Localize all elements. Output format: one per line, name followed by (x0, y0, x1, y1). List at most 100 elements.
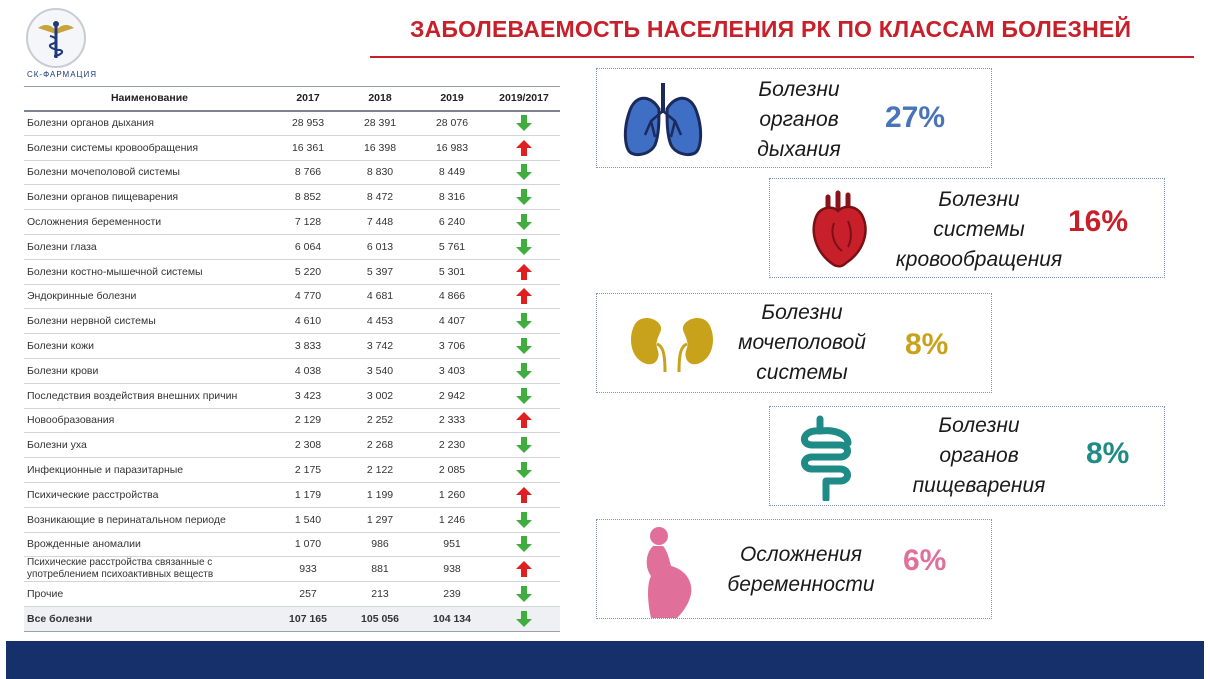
cell-y2019: 8 449 (416, 160, 488, 186)
table-row: Болезни костно-мышечной системы 5 220 5 39… (24, 259, 560, 285)
cell-y2017: 107 165 (272, 606, 344, 632)
cell-y2019: 5 301 (416, 259, 488, 285)
table-row: Болезни мочеполовой системы 8 766 8 830 8 4… (24, 160, 560, 186)
column-header-name: Наименование (24, 86, 272, 112)
arrow-down-icon (516, 362, 532, 379)
arrow-up-icon (516, 263, 532, 280)
card-pregnancy-label: Осложнения беременности (727, 543, 875, 596)
arrow-down-icon (516, 115, 532, 132)
caduceus-icon (38, 21, 74, 58)
card-urogenital-percent: 8% (905, 328, 949, 361)
cell-disease-name: Болезни органов пищеварения (24, 184, 272, 211)
table-body: Болезни органов дыхания 28 953 28 391 28 07… (24, 110, 560, 632)
cell-disease-name: Возникающие в перинатальном периоде (24, 507, 272, 533)
table-row: Болезни нервной системы 4 610 4 453 4 407 (24, 308, 560, 335)
cell-disease-name: Врожденные аномалии (24, 532, 272, 558)
cell-y2018: 8 472 (344, 184, 416, 211)
cell-y2017: 1 179 (272, 482, 344, 508)
cell-y2018: 2 268 (344, 432, 416, 459)
cell-y2019: 2 230 (416, 432, 488, 459)
card-circulatory: Болезни системы кровообращения 16% (769, 178, 1165, 278)
card-pregnancy: Осложнения беременности 6% (596, 519, 992, 619)
table-row: Новообразования 2 129 2 252 2 333 (24, 408, 560, 434)
cell-trend (488, 581, 560, 608)
cell-y2018: 105 056 (344, 606, 416, 632)
cell-y2017: 8 852 (272, 184, 344, 211)
cell-y2019: 5 761 (416, 234, 488, 260)
cell-y2018: 6 013 (344, 234, 416, 260)
cell-disease-name: Осложнения беременности (24, 209, 272, 235)
cell-trend (488, 308, 560, 335)
cell-trend (488, 432, 560, 459)
cell-y2018: 3 002 (344, 383, 416, 409)
table-row: Врожденные аномалии 1 070 986 951 (24, 532, 560, 558)
cell-trend (488, 184, 560, 211)
cell-y2019: 4 866 (416, 284, 488, 310)
column-header-ratio: 2019/2017 (488, 86, 560, 112)
arrow-up-icon (516, 412, 532, 429)
cell-y2017: 3 833 (272, 333, 344, 359)
card-pregnancy-percent: 6% (903, 544, 947, 577)
cell-disease-name: Болезни кожи (24, 333, 272, 359)
cell-y2018: 28 391 (344, 110, 416, 136)
arrow-down-icon (516, 437, 532, 454)
company-logo: СК-ФАРМАЦИЯ (22, 8, 96, 79)
cell-y2019: 239 (416, 581, 488, 608)
footer-bar (6, 641, 1204, 679)
cell-y2017: 2 175 (272, 457, 344, 483)
cell-y2019: 3 403 (416, 358, 488, 384)
cell-disease-name: Эндокринные болезни (24, 284, 272, 310)
intestines-icon (801, 415, 852, 501)
arrow-down-icon (516, 586, 532, 603)
cell-trend (488, 532, 560, 558)
cell-y2018: 1 199 (344, 482, 416, 508)
cell-disease-name: Болезни костно-мышечной системы (24, 259, 272, 285)
cell-y2019: 951 (416, 532, 488, 558)
cell-y2019: 1 260 (416, 482, 488, 508)
card-urogenital: Болезни мочеполовой системы 8% (596, 293, 992, 393)
cell-y2019: 104 134 (416, 606, 488, 632)
cell-trend (488, 457, 560, 483)
table-row: Болезни органов пищеварения 8 852 8 472 8 3… (24, 184, 560, 211)
arrow-down-icon (516, 214, 532, 231)
cell-y2019: 16 983 (416, 135, 488, 161)
table-row: Болезни глаза 6 064 6 013 5 761 (24, 234, 560, 260)
table-row: Последствия воздействия внешних причин 3 … (24, 383, 560, 409)
title-underline (370, 56, 1194, 58)
cell-y2017: 2 129 (272, 408, 344, 434)
arrow-up-icon (516, 561, 532, 578)
cell-y2018: 8 830 (344, 160, 416, 186)
arrow-down-icon (516, 387, 532, 404)
card-digestive: Болезни органов пищеварения 8% (769, 406, 1165, 506)
table-row: Психические расстройства связанные с упо… (24, 556, 560, 583)
arrow-up-icon (516, 139, 532, 156)
cell-disease-name: Новообразования (24, 408, 272, 434)
card-respiratory-label: Болезни органов дыхания (757, 78, 841, 161)
cell-trend (488, 358, 560, 384)
cell-y2019: 6 240 (416, 209, 488, 235)
card-digestive-label: Болезни органов пищеварения (912, 414, 1046, 497)
card-circulatory-label: Болезни системы кровообращения (895, 188, 1063, 271)
cell-disease-name: Все болезни (24, 606, 272, 632)
card-digestive-percent: 8% (1086, 437, 1130, 470)
cell-y2017: 8 766 (272, 160, 344, 186)
cell-disease-name: Психические расстройства (24, 482, 272, 508)
cell-y2019: 2 085 (416, 457, 488, 483)
cell-y2018: 881 (344, 556, 416, 583)
table-row: Возникающие в перинатальном периоде 1 540… (24, 507, 560, 533)
cell-y2019: 3 706 (416, 333, 488, 359)
cell-y2019: 938 (416, 556, 488, 583)
cell-y2017: 1 070 (272, 532, 344, 558)
arrow-down-icon (516, 164, 532, 181)
table-row: Болезни органов дыхания 28 953 28 391 28 07… (24, 110, 560, 136)
arrow-down-icon (516, 462, 532, 479)
card-circulatory-percent: 16% (1068, 205, 1129, 238)
arrow-down-icon (516, 511, 532, 528)
cell-trend (488, 160, 560, 186)
cell-y2017: 16 361 (272, 135, 344, 161)
arrow-down-icon (516, 238, 532, 255)
cell-trend (488, 556, 560, 583)
cell-y2018: 16 398 (344, 135, 416, 161)
cell-y2018: 2 252 (344, 408, 416, 434)
cell-disease-name: Прочие (24, 581, 272, 608)
